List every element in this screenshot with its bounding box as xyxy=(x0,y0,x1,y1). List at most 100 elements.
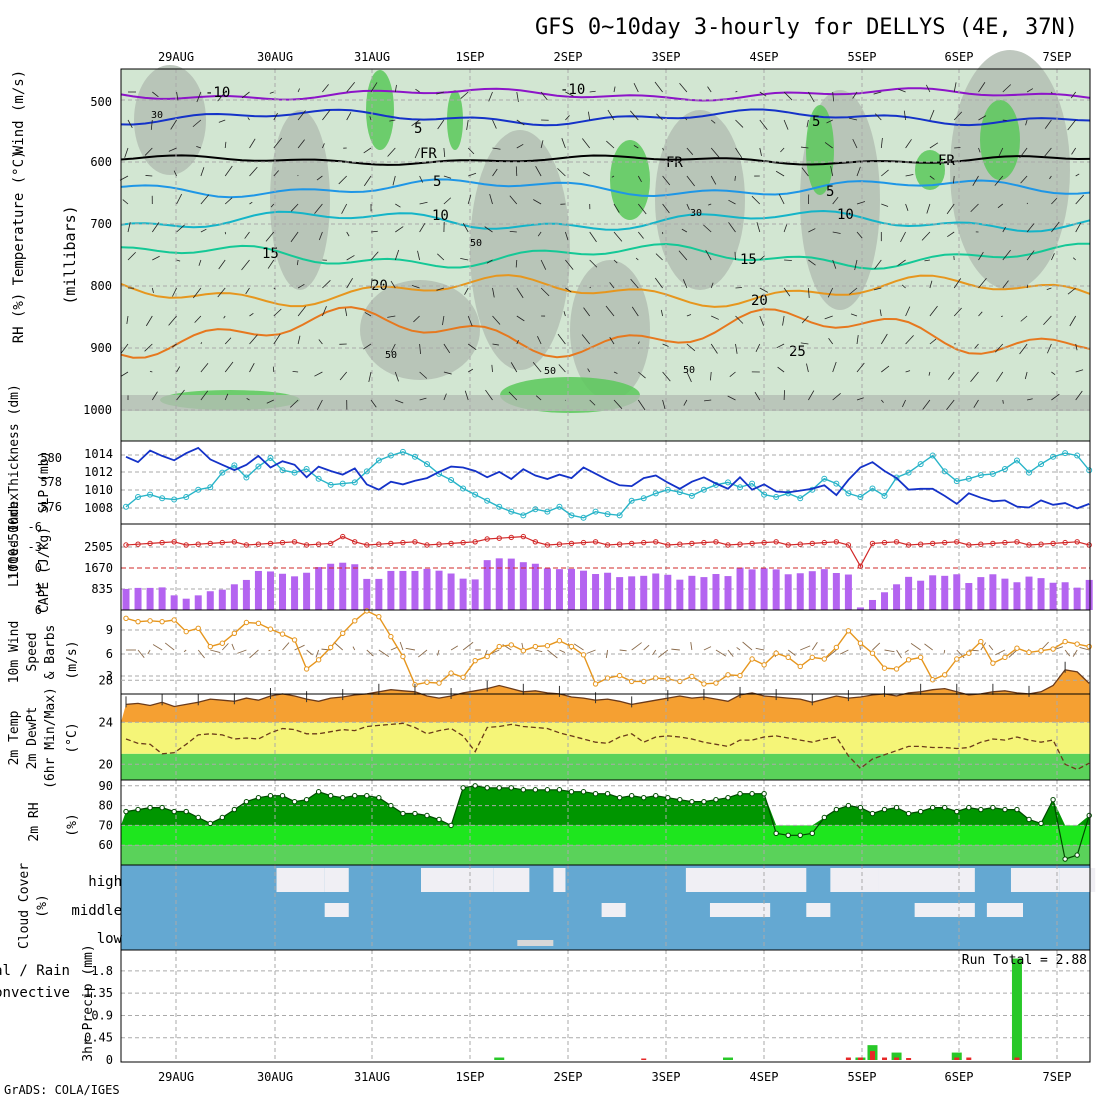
cape-bar xyxy=(748,569,756,610)
wind-barb xyxy=(122,199,129,205)
lifted-point xyxy=(978,541,984,547)
wind-barb xyxy=(224,165,233,177)
wind-barb xyxy=(318,231,323,241)
wind-barb xyxy=(589,231,597,243)
cloud-mid-cell xyxy=(914,903,975,917)
wind-barb xyxy=(710,282,714,289)
wind-barb xyxy=(346,231,350,237)
contour-label: 5 xyxy=(826,184,834,200)
lifted-point xyxy=(231,539,238,545)
thickness-point xyxy=(231,462,238,469)
rh2m-point xyxy=(641,794,647,801)
thickness-point xyxy=(135,494,142,501)
lifted-point xyxy=(641,539,647,546)
wind-barb xyxy=(394,84,397,93)
precip-frame xyxy=(120,949,1091,1063)
surface-wind-barb xyxy=(268,649,271,652)
rh2m-point xyxy=(1038,820,1044,827)
precip-bars xyxy=(494,958,1022,1060)
cape-bar xyxy=(423,568,431,610)
wind-barb xyxy=(900,231,906,243)
wind-barb xyxy=(662,203,670,214)
speed-axis-label: Speed xyxy=(25,632,40,671)
wind-barb xyxy=(710,175,717,185)
date-label-bottom: 29AUG xyxy=(158,1070,194,1084)
date-label-bottom: 4SEP xyxy=(750,1070,779,1084)
thickness-point xyxy=(147,491,154,498)
wind-barb xyxy=(540,287,550,297)
wind-barb xyxy=(370,82,378,93)
wind-barb xyxy=(419,371,428,379)
thickness-point xyxy=(351,479,358,486)
wind-speed-point xyxy=(568,643,575,650)
surface-wind-barb xyxy=(586,649,596,654)
lifted-point xyxy=(556,541,563,547)
wind-barb xyxy=(832,361,837,373)
cape-bar xyxy=(664,574,672,610)
wind-barb xyxy=(778,193,785,205)
wind-barb xyxy=(296,259,299,266)
cloud-high-cell xyxy=(493,868,530,892)
thickness-axis-label: 1000-500mb Thickness (dm) xyxy=(7,384,22,580)
wind-barb xyxy=(338,175,347,185)
wind-barb xyxy=(464,390,469,401)
rh2m-point xyxy=(821,814,828,821)
wind-speed-point xyxy=(821,656,828,662)
wind-barb xyxy=(589,286,591,289)
surface-wind-barb xyxy=(462,641,474,651)
thickness-point xyxy=(399,448,406,455)
lifted-point xyxy=(195,541,201,547)
wind-barb xyxy=(467,368,474,373)
wind-barb xyxy=(605,305,615,317)
thickness-point xyxy=(508,508,515,515)
wind-barb xyxy=(411,284,420,289)
wind-barb xyxy=(929,142,939,149)
wind-barb xyxy=(613,86,616,93)
wind-barb xyxy=(565,115,570,121)
wind-barb xyxy=(443,197,452,205)
precip-total-bar xyxy=(951,1052,962,1060)
thickness-point xyxy=(267,455,274,461)
wind-barb xyxy=(686,147,694,155)
temp-area xyxy=(121,669,1090,723)
thickness-point xyxy=(544,508,551,515)
wind-barb xyxy=(170,119,177,130)
cape-bar xyxy=(315,567,323,610)
wind-barb xyxy=(224,197,233,205)
wind-barb xyxy=(516,119,525,126)
wind-barb xyxy=(200,228,207,233)
thickness-point xyxy=(279,467,286,474)
lifted-point xyxy=(893,539,900,545)
wind-barb xyxy=(1075,343,1078,351)
contour-label: 5 xyxy=(414,121,422,137)
surface-wind-barb xyxy=(631,642,642,651)
wind-speed-point xyxy=(917,654,924,661)
cape-bar xyxy=(700,577,708,610)
rh2m-point xyxy=(580,789,587,795)
wind-barb xyxy=(784,259,792,261)
pressure-tick-label: 800 xyxy=(90,279,112,293)
pressure-tick-label: 1000 xyxy=(83,403,112,417)
wind-barb xyxy=(317,399,323,410)
wind-speed-point xyxy=(749,656,755,662)
cape-bar xyxy=(808,571,816,610)
cape-bar xyxy=(1073,587,1081,610)
rh-blob xyxy=(915,150,945,190)
cape-bar xyxy=(375,578,383,610)
wind-barb xyxy=(172,287,177,297)
thickness-point xyxy=(1001,465,1008,472)
rh2m-point xyxy=(845,802,852,809)
wind-barb xyxy=(827,287,834,298)
rh2m-point xyxy=(279,793,286,799)
wind-barb xyxy=(151,391,158,401)
wind-barb xyxy=(1002,399,1004,404)
lifted-point xyxy=(159,539,165,546)
rh2m-point xyxy=(1086,812,1092,819)
cape-bar xyxy=(881,592,889,610)
surface-wind-barb xyxy=(690,642,693,651)
wind-barb xyxy=(710,371,712,381)
wind-barb xyxy=(1024,371,1028,380)
lifted-point xyxy=(1026,542,1032,548)
cape-bar xyxy=(1001,578,1009,610)
